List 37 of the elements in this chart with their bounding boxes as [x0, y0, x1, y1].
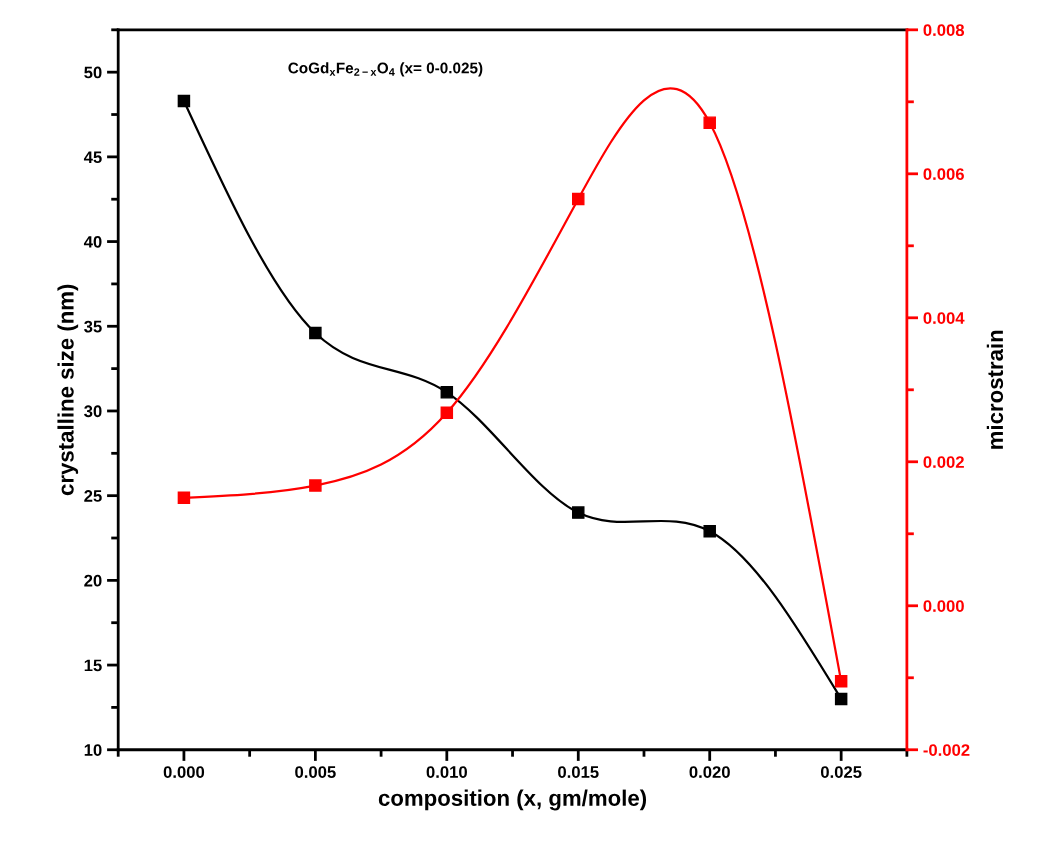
y-tick-label: 25 [84, 490, 102, 502]
y-tick-label: 30 [84, 405, 102, 418]
point [572, 506, 585, 519]
y-tick-label: 40 [83, 235, 102, 248]
x-tick-label: 0.015 [558, 766, 599, 778]
y-tick-label: 45 [83, 151, 102, 164]
point [572, 192, 585, 206]
x-tick-label: 0.025 [820, 766, 862, 778]
y-tick-label: 50 [84, 66, 102, 79]
point [703, 524, 716, 538]
x-tick-label: 0.005 [295, 766, 336, 778]
y-axis-title: crystalline size (nm) [57, 284, 79, 496]
point [440, 386, 454, 399]
y2-tick-label: 0.000 [923, 600, 964, 612]
x-tick-label: 0.020 [689, 766, 730, 778]
x-tick-label: 0.000 [163, 766, 205, 778]
y2-tick-label: 0.006 [923, 168, 964, 181]
point [834, 675, 848, 688]
y2-tick-label: 0.008 [923, 24, 965, 37]
point [177, 94, 191, 108]
x-tick-label: 0.010 [426, 766, 467, 778]
annotation: CoGd$_{x}$Fe$_{2−x}$O$_{4}$ (x= 0-0.025) [288, 62, 483, 77]
point [834, 692, 848, 706]
x-axis-title: composition (x, gm/mole) [378, 789, 647, 811]
point [177, 491, 191, 505]
point [309, 479, 322, 492]
y2-axis-title: microstrain [986, 330, 1004, 449]
y-tick-label: 35 [84, 320, 102, 333]
y2-tick-label: 0.002 [923, 456, 964, 468]
y2-tick-label: -0.002 [923, 744, 970, 756]
y2-tick-label: 0.004 [923, 312, 965, 324]
y-tick-label: 20 [84, 574, 102, 587]
y-tick-label: 15 [84, 659, 102, 672]
point [309, 326, 322, 340]
point [703, 116, 716, 129]
point [440, 406, 454, 420]
y-tick-label: 10 [84, 744, 102, 756]
